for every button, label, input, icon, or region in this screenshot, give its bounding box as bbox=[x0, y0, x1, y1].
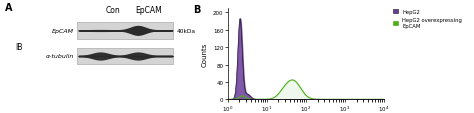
Text: A: A bbox=[4, 3, 12, 13]
Text: Con: Con bbox=[106, 6, 120, 15]
Text: IB: IB bbox=[15, 43, 23, 52]
Bar bbox=[77, 49, 173, 64]
Bar bbox=[77, 23, 173, 40]
Text: 40kDa: 40kDa bbox=[176, 29, 195, 34]
Text: EpCAM: EpCAM bbox=[135, 6, 162, 15]
Text: B: B bbox=[193, 5, 201, 15]
Text: EpCAM: EpCAM bbox=[52, 29, 74, 34]
Legend: HepG2, HepG2 overexpressing
EpCAM: HepG2, HepG2 overexpressing EpCAM bbox=[393, 10, 462, 29]
Y-axis label: Counts: Counts bbox=[201, 42, 207, 66]
Text: α-tubulin: α-tubulin bbox=[46, 54, 74, 59]
